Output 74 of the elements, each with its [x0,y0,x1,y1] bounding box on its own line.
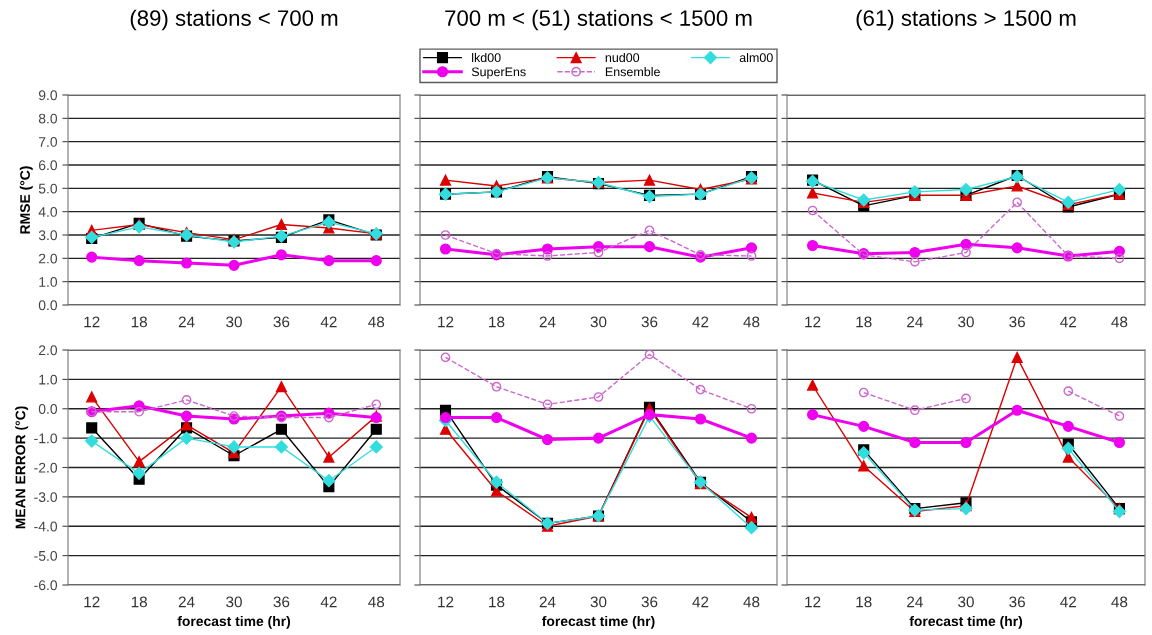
y-axis-title: RMSE (°C) [19,166,33,234]
x-tick-label: 42 [320,596,337,608]
chart-title: (61) stations > 1500 m [856,9,1076,31]
x-tick-label: 48 [1111,316,1128,328]
x-tick-label: 48 [368,596,385,608]
x-tick-label: 48 [743,316,760,328]
x-tick-label: 18 [489,316,505,328]
y-tick-label: -6.0 [34,580,58,591]
x-tick-label: 12 [805,316,821,328]
x-tick-label: 36 [273,596,290,608]
x-tick-label: 12 [438,316,454,328]
x-tick-label: 24 [178,316,195,328]
y-tick-label: 2.0 [38,253,58,264]
x-tick-label: 18 [856,596,872,608]
x-tick-label: 24 [178,596,195,608]
x-tick-label: 30 [226,596,242,608]
x-tick-label: 18 [131,596,147,608]
y-tick-label: 1.0 [39,277,58,287]
y-tick-label: 0.0 [38,300,58,311]
x-tick-label: 36 [641,316,658,328]
legend-label: SuperEns [471,67,526,79]
y-tick-label: 9.0 [38,90,58,101]
y-tick-label: 0.0 [38,404,58,414]
legend-label: Ensemble [605,67,660,77]
y-tick-label: -3.0 [34,492,58,503]
x-tick-label: 30 [958,316,974,328]
y-tick-label: -2.0 [34,462,58,473]
x-tick-label: 24 [907,596,923,608]
x-tick-label: 30 [590,596,607,608]
x-tick-label: 18 [856,316,872,328]
x-tick-label: 42 [320,316,337,328]
y-tick-label: 5.0 [38,183,58,194]
x-tick-label: 36 [273,316,290,328]
x-tick-label: 36 [1009,596,1025,608]
x-tick-label: 48 [1111,596,1128,608]
x-tick-label: 48 [368,316,385,328]
x-tick-label: 30 [590,316,607,328]
y-tick-label: -4.0 [34,521,58,532]
legend-label: lkd00 [472,52,501,63]
x-axis-title: forecast time (hr) [542,615,655,629]
x-tick-label: 18 [131,316,147,328]
y-tick-label: 8.0 [38,113,58,124]
x-tick-label: 24 [539,596,556,608]
x-tick-label: 30 [226,316,242,328]
x-tick-label: 12 [84,596,100,608]
legend-label: alm00 [739,52,773,63]
y-tick-label: 2.0 [38,345,58,356]
x-axis-title: forecast time (hr) [177,615,291,629]
y-tick-label: 1.0 [39,374,58,385]
x-tick-label: 42 [1060,316,1077,328]
y-tick-label: -5.0 [34,550,58,561]
y-tick-label: 4.0 [38,207,58,217]
x-tick-label: 48 [743,596,760,608]
chart-title: (89) stations < 700 m [130,9,338,31]
x-tick-label: 24 [907,316,923,328]
x-tick-label: 36 [1009,316,1025,328]
y-tick-label: 7.0 [38,137,58,147]
x-tick-label: 12 [805,596,821,608]
x-tick-label: 24 [539,316,556,328]
x-tick-label: 12 [438,596,454,608]
x-tick-label: 42 [692,596,709,608]
x-tick-label: 36 [641,596,658,608]
x-axis-title: forecast time (hr) [909,615,1023,629]
y-tick-label: -1.0 [34,433,58,444]
y-tick-label: 3.0 [38,230,58,241]
x-tick-label: 30 [958,596,974,608]
y-axis-title: MEAN ERROR (°C) [15,406,29,529]
legend-label: nud00 [605,52,640,63]
x-tick-label: 42 [1060,596,1077,608]
x-tick-label: 12 [84,316,100,328]
x-tick-label: 18 [489,596,505,608]
chart-title: 700 m < (51) stations < 1500 m [445,9,752,31]
y-tick-label: 6.0 [38,160,58,171]
x-tick-label: 42 [692,316,709,328]
